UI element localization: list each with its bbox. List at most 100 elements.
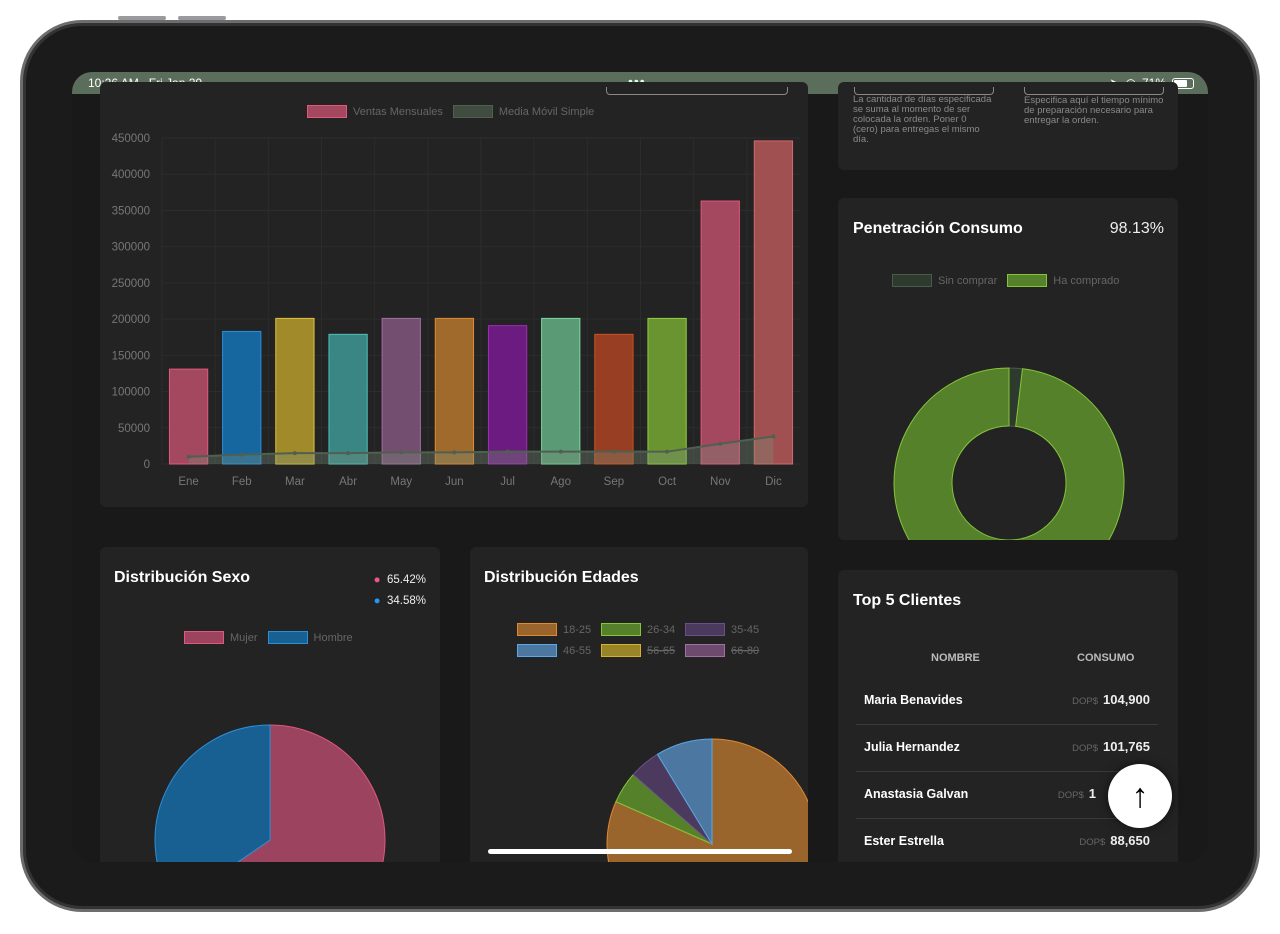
y-tick-label: 0 bbox=[144, 459, 150, 471]
hombre-percent: 34.58% bbox=[386, 595, 426, 607]
currency-label: DOP$ bbox=[1072, 696, 1098, 707]
legend-item-age[interactable]: 26-34 bbox=[601, 623, 685, 636]
gender-card: Distribución Sexo ● 65.42% ● 34.58% Muje… bbox=[100, 547, 440, 862]
table-row[interactable]: Ester Estrella DOP$ 88,650 bbox=[856, 819, 1158, 862]
bar-feb bbox=[222, 330, 262, 465]
legend-swatch bbox=[517, 623, 557, 636]
legend-swatch-mujer bbox=[184, 631, 224, 644]
x-tick-label: Sep bbox=[604, 476, 624, 488]
client-consumo: DOP$ 104,900 bbox=[1072, 692, 1150, 707]
y-tick-label: 100000 bbox=[112, 387, 150, 399]
currency-label: DOP$ bbox=[1057, 790, 1084, 801]
x-tick-label: Dic bbox=[765, 476, 782, 488]
bar-jun bbox=[434, 317, 475, 465]
legend-mujer[interactable]: Mujer bbox=[230, 631, 258, 644]
days-help-text: La cantidad de días especificada se suma… bbox=[853, 94, 992, 145]
x-tick-label: Oct bbox=[658, 476, 677, 488]
age-slice-3 bbox=[656, 738, 713, 846]
client-name: Ester Estrella bbox=[864, 834, 944, 848]
y-tick-label: 200000 bbox=[112, 314, 150, 326]
currency-label: DOP$ bbox=[1079, 837, 1106, 848]
legend-label: 56-65 bbox=[647, 644, 676, 657]
days-input[interactable] bbox=[854, 87, 994, 95]
bar-ago bbox=[541, 317, 581, 465]
moving-average-point bbox=[558, 449, 563, 454]
arrow-up-icon: ↑ bbox=[1131, 776, 1149, 815]
x-tick-label: Jul bbox=[500, 476, 515, 488]
top-clients-title: Top 5 Clientes bbox=[853, 592, 962, 609]
legend-item-age[interactable]: 18-25 bbox=[517, 623, 601, 636]
legend-label: 18-25 bbox=[563, 623, 592, 636]
table-row[interactable]: Anastasia Galvan DOP$ 1 bbox=[856, 772, 1158, 819]
legend-swatch bbox=[601, 623, 641, 636]
bar-abr bbox=[328, 333, 368, 465]
moving-average-area bbox=[188, 436, 774, 464]
bar-oct bbox=[647, 317, 687, 465]
legend-swatch bbox=[601, 644, 641, 657]
legend-ha-comprado[interactable]: Ha comprado bbox=[1053, 274, 1120, 287]
client-name: Maria Benavides bbox=[864, 693, 963, 707]
client-consumo: DOP$ 88,650 bbox=[1079, 833, 1150, 848]
column-header-consumo[interactable]: CONSUMO bbox=[1077, 652, 1135, 664]
gender-slice-0 bbox=[237, 724, 386, 862]
penetration-title: Penetración Consumo bbox=[853, 220, 1023, 237]
legend-swatch-media bbox=[452, 105, 493, 118]
bar-jul bbox=[487, 325, 528, 465]
x-tick-label: May bbox=[390, 476, 412, 488]
legend-label: 66-80 bbox=[731, 644, 760, 657]
scroll-to-top-button[interactable]: ↑ bbox=[1108, 764, 1172, 828]
legend-item-age[interactable]: 56-65 bbox=[601, 644, 685, 657]
legend-swatch-ha-comprado bbox=[1007, 274, 1048, 287]
legend-item-age[interactable]: 46-55 bbox=[517, 644, 601, 657]
home-indicator[interactable] bbox=[488, 849, 792, 854]
legend-swatch bbox=[685, 644, 725, 657]
legend-ventas[interactable]: Ventas Mensuales bbox=[353, 105, 443, 118]
y-tick-label: 50000 bbox=[118, 423, 150, 435]
legend-swatch bbox=[517, 644, 557, 657]
x-tick-label: Ago bbox=[551, 476, 571, 488]
bar-dic bbox=[753, 140, 794, 465]
moving-average-point bbox=[611, 449, 616, 454]
legend-item-age[interactable]: 35-45 bbox=[685, 623, 769, 636]
gender-legend: Mujer Hombre bbox=[184, 631, 353, 644]
legend-sin-comprar[interactable]: Sin comprar bbox=[938, 274, 998, 287]
moving-average-point bbox=[239, 452, 244, 457]
moving-average-point bbox=[346, 451, 351, 456]
penetration-donut-chart bbox=[893, 367, 1125, 540]
legend-media[interactable]: Media Móvil Simple bbox=[498, 105, 595, 118]
hombre-dot-icon: ● bbox=[373, 595, 381, 607]
legend-label: 26-34 bbox=[647, 623, 676, 636]
y-tick-label: 150000 bbox=[112, 350, 150, 362]
bar-sep bbox=[594, 333, 634, 465]
gender-percentages: ● 65.42% ● 34.58% bbox=[374, 570, 426, 612]
volume-up-button bbox=[118, 16, 166, 20]
x-tick-label: Ene bbox=[178, 476, 198, 488]
prep-time-input[interactable] bbox=[1024, 87, 1164, 95]
age-slice-0 bbox=[606, 738, 808, 862]
mujer-percent: 65.42% bbox=[386, 574, 426, 586]
legend-label: 46-55 bbox=[563, 644, 592, 657]
moving-average-point bbox=[292, 451, 297, 456]
penetration-slice-1 bbox=[893, 367, 1125, 540]
legend-item-age[interactable]: 66-80 bbox=[685, 644, 769, 657]
x-tick-label: Nov bbox=[710, 476, 731, 488]
legend-swatch-ventas bbox=[307, 105, 347, 118]
moving-average-point bbox=[665, 449, 670, 454]
moving-average-point bbox=[399, 450, 404, 455]
table-row[interactable]: Maria Benavides DOP$ 104,900 bbox=[856, 678, 1158, 725]
x-tick-label: Mar bbox=[285, 476, 305, 488]
filter-select[interactable] bbox=[606, 87, 788, 95]
mujer-dot-icon: ● bbox=[373, 574, 381, 586]
table-row[interactable]: Julia Hernandez DOP$ 101,765 bbox=[856, 725, 1158, 772]
legend-hombre[interactable]: Hombre bbox=[313, 631, 353, 644]
bar-nov bbox=[700, 200, 740, 465]
y-tick-label: 250000 bbox=[112, 278, 150, 290]
column-header-nombre[interactable]: NOMBRE bbox=[931, 652, 980, 664]
legend-swatch-hombre bbox=[267, 631, 308, 644]
client-name: Anastasia Galvan bbox=[864, 787, 969, 801]
volume-down-button bbox=[178, 16, 226, 20]
currency-label: DOP$ bbox=[1072, 743, 1098, 754]
y-tick-label: 300000 bbox=[112, 242, 150, 254]
sales-legend: Ventas Mensuales Media Móvil Simple bbox=[307, 105, 594, 118]
penetration-legend: Sin comprar Ha comprado bbox=[892, 274, 1119, 287]
